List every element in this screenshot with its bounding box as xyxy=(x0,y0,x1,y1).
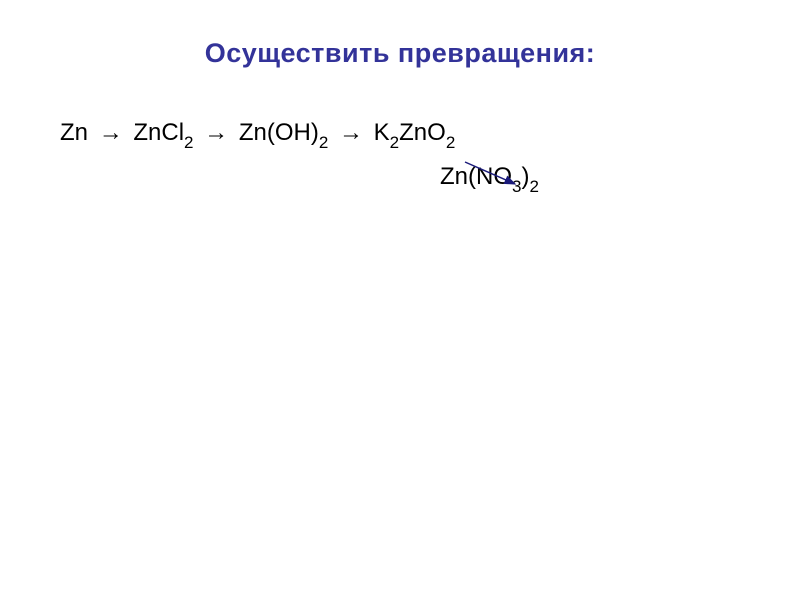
branch-arrow-icon xyxy=(445,160,545,190)
subscript: 2 xyxy=(184,133,193,152)
arrow-icon: → xyxy=(339,119,363,147)
reaction-line-1: Zn → ZnCl2 → Zn(OH)2 → K2ZnO2 xyxy=(60,119,800,151)
reaction-scheme: Zn → ZnCl2 → Zn(OH)2 → K2ZnO2 Zn(NO3)2 xyxy=(0,69,800,195)
compound-k2zno2-k: K xyxy=(374,119,390,146)
arrow-icon: → xyxy=(204,119,228,147)
subscript: 2 xyxy=(390,133,399,152)
page-title: Осуществить превращения: xyxy=(0,0,800,69)
reaction-line-2: Zn(NO3)2 xyxy=(60,151,800,195)
compound-znoh2: Zn(OH) xyxy=(239,119,319,146)
compound-k2zno2-zno: ZnO xyxy=(399,119,446,146)
subscript: 2 xyxy=(446,133,455,152)
compound-zn: Zn xyxy=(60,119,88,146)
subscript: 2 xyxy=(319,133,328,152)
arrow-icon: → xyxy=(99,119,123,147)
compound-zncl2: ZnCl xyxy=(133,119,184,146)
